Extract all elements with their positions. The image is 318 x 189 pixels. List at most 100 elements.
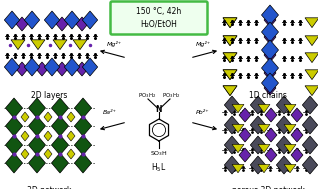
Polygon shape: [76, 62, 88, 76]
Polygon shape: [264, 48, 276, 62]
Polygon shape: [29, 98, 45, 118]
Polygon shape: [291, 128, 303, 142]
Polygon shape: [305, 70, 318, 80]
Polygon shape: [223, 18, 237, 28]
Polygon shape: [284, 144, 296, 153]
Polygon shape: [29, 135, 45, 155]
Polygon shape: [74, 116, 92, 136]
FancyBboxPatch shape: [110, 2, 208, 35]
Polygon shape: [302, 116, 318, 134]
Polygon shape: [261, 5, 279, 25]
Polygon shape: [76, 17, 88, 31]
Polygon shape: [5, 116, 23, 136]
Polygon shape: [21, 131, 29, 141]
Text: 2D layers: 2D layers: [31, 91, 67, 100]
Polygon shape: [291, 148, 303, 162]
Polygon shape: [223, 18, 237, 28]
Polygon shape: [239, 128, 251, 142]
Polygon shape: [276, 136, 292, 154]
Polygon shape: [52, 98, 68, 118]
Polygon shape: [44, 11, 60, 29]
Polygon shape: [223, 70, 237, 80]
Polygon shape: [223, 36, 237, 46]
Polygon shape: [264, 81, 276, 95]
Polygon shape: [291, 108, 303, 122]
Polygon shape: [52, 135, 68, 155]
Polygon shape: [44, 112, 52, 122]
Polygon shape: [44, 58, 60, 76]
Polygon shape: [52, 153, 68, 173]
Polygon shape: [225, 116, 240, 134]
Polygon shape: [56, 17, 68, 31]
Polygon shape: [261, 40, 279, 60]
Polygon shape: [29, 116, 45, 136]
Polygon shape: [302, 136, 318, 154]
Polygon shape: [5, 98, 23, 118]
Text: PO$_3$H$_2$: PO$_3$H$_2$: [138, 91, 156, 100]
Polygon shape: [284, 104, 296, 113]
Polygon shape: [264, 66, 276, 80]
Polygon shape: [232, 124, 244, 133]
Text: H$_5$L: H$_5$L: [151, 161, 167, 174]
Polygon shape: [250, 96, 266, 114]
Polygon shape: [74, 153, 92, 173]
Polygon shape: [21, 149, 29, 159]
Polygon shape: [4, 11, 20, 29]
Polygon shape: [239, 148, 251, 162]
Polygon shape: [5, 153, 23, 173]
Polygon shape: [276, 116, 292, 134]
Polygon shape: [265, 148, 277, 162]
Polygon shape: [67, 112, 75, 122]
Polygon shape: [265, 128, 277, 142]
Polygon shape: [250, 156, 266, 174]
Polygon shape: [258, 164, 270, 173]
Polygon shape: [44, 149, 52, 159]
Text: Ba²⁺: Ba²⁺: [103, 110, 117, 115]
Polygon shape: [264, 13, 276, 27]
Polygon shape: [11, 40, 25, 50]
Polygon shape: [21, 112, 29, 122]
Polygon shape: [67, 149, 75, 159]
Text: N: N: [156, 105, 162, 115]
Polygon shape: [5, 135, 23, 155]
Polygon shape: [264, 30, 276, 44]
Polygon shape: [223, 86, 237, 96]
Polygon shape: [305, 53, 318, 63]
Polygon shape: [265, 108, 277, 122]
Polygon shape: [74, 98, 92, 118]
Polygon shape: [305, 18, 318, 28]
Polygon shape: [16, 17, 28, 31]
Polygon shape: [31, 40, 45, 50]
Text: Mg²⁺: Mg²⁺: [196, 41, 211, 47]
Polygon shape: [82, 58, 98, 76]
Polygon shape: [64, 11, 80, 29]
Polygon shape: [305, 36, 318, 46]
Polygon shape: [53, 40, 67, 50]
Polygon shape: [36, 62, 48, 76]
Text: SO$_3$H: SO$_3$H: [150, 149, 168, 158]
Polygon shape: [223, 86, 237, 96]
Polygon shape: [223, 53, 237, 63]
Polygon shape: [258, 144, 270, 153]
Polygon shape: [261, 22, 279, 42]
Text: 3D network: 3D network: [27, 186, 71, 189]
Polygon shape: [74, 135, 92, 155]
Polygon shape: [284, 164, 296, 173]
Polygon shape: [223, 70, 237, 80]
Polygon shape: [225, 156, 240, 174]
Polygon shape: [223, 36, 237, 46]
Polygon shape: [44, 131, 52, 141]
Polygon shape: [250, 136, 266, 154]
Polygon shape: [82, 11, 98, 29]
Polygon shape: [225, 136, 240, 154]
Polygon shape: [52, 116, 68, 136]
Polygon shape: [64, 58, 80, 76]
Polygon shape: [258, 104, 270, 113]
Polygon shape: [73, 40, 87, 50]
Polygon shape: [67, 131, 75, 141]
Polygon shape: [24, 58, 40, 76]
Polygon shape: [276, 156, 292, 174]
Polygon shape: [239, 108, 251, 122]
Polygon shape: [223, 53, 237, 63]
Text: Mg²⁺: Mg²⁺: [107, 41, 122, 47]
